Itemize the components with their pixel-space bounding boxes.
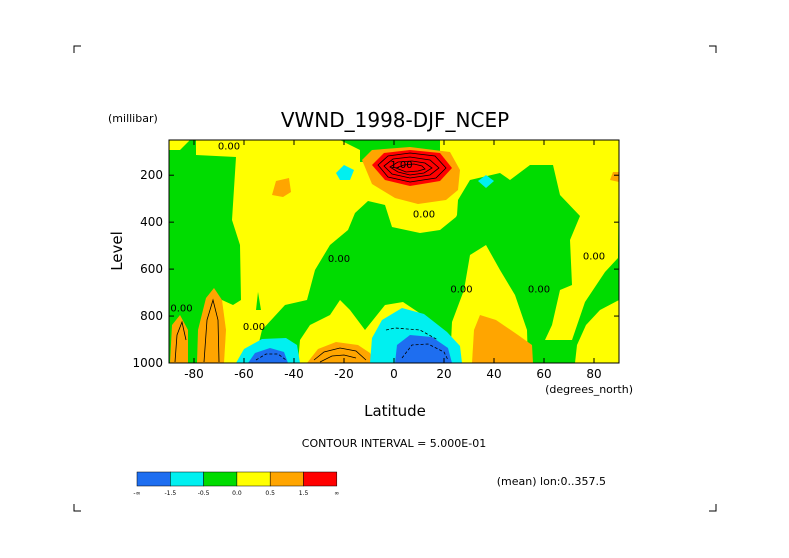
colorbar-label: 1.5 [299,490,309,497]
y-tick-label: 200 [140,168,163,182]
region-orange [610,172,619,182]
y-axis-title: Level [108,231,126,271]
x-tick-label: 80 [586,367,601,381]
footnote: (mean) lon:0..357.5 [497,475,606,488]
contour-label: 0.00 [243,322,265,333]
region-red [372,150,452,186]
colorbar-label: ∞ [334,490,339,497]
contour-label: 0.00 [450,285,472,296]
region-cyan [336,165,354,180]
colorbar-label: -1.5 [164,490,176,497]
x-tick-label: -80 [184,367,204,381]
x-tick-label: 20 [436,367,451,381]
y-tick-label: 1000 [132,356,163,370]
colorbar: -∞ -1.5 -0.5 0.0 0.5 1.5 ∞ [133,471,339,497]
region-orange [307,342,375,363]
region-cyan [478,175,494,188]
contour-field [169,140,619,363]
region-orange [272,178,291,197]
y-unit-label: (millibar) [108,112,158,125]
region-green-patch [256,292,261,310]
y-tick-label: 400 [140,215,163,229]
contour-interval-text: CONTOUR INTERVAL = 5.000E-01 [302,437,486,450]
x-unit-label: (degrees_north) [545,383,633,396]
contour-label: 0.00 [328,254,350,265]
colorbar-swatch [303,471,338,487]
y-tick-label: 600 [140,262,163,276]
colorbar-label: -∞ [133,490,140,497]
contour-label: 0.00 [413,209,435,220]
contour-label: 0.00 [583,252,605,263]
x-tick-label: 0 [390,367,398,381]
colorbar-label: -0.5 [198,490,210,497]
x-tick-label: -20 [334,367,354,381]
contour-labels: 0.00 0.00 0.00 0.00 0.00 0.00 0.00 0.00 1.00 [170,141,605,333]
colorbar-swatch [269,471,304,487]
contour-label: 0.00 [170,303,192,314]
x-tick-label: -40 [284,367,304,381]
colorbar-swatch [203,471,238,487]
contour-label: 0.00 [528,285,550,296]
y-tick-label: 800 [140,309,163,323]
region-yellow [575,300,619,363]
contour-lines [174,152,449,363]
x-axis: -80 -60 -40 -20 0 20 40 60 80 [184,140,602,381]
x-axis-title: Latitude [364,402,426,420]
y-axis: 200 400 600 800 1000 [132,168,619,370]
colorbar-label: 0.0 [232,490,242,497]
colorbar-swatch [136,471,171,487]
region-orange [472,315,533,363]
x-tick-label: 60 [536,367,551,381]
region-blue [395,335,452,363]
region-yellow [196,140,619,363]
colorbar-swatch [170,471,204,487]
x-tick-label: 40 [486,367,501,381]
contour-label: 0.00 [218,141,240,152]
colorbar-label: 0.5 [265,490,275,497]
crop-marks [73,45,717,512]
chart-title: VWND_1998-DJF_NCEP [281,108,509,132]
region-yellow [169,140,190,150]
contour-label: 1.00 [390,160,412,171]
x-tick-label: -60 [234,367,254,381]
colorbar-swatch [236,471,271,487]
